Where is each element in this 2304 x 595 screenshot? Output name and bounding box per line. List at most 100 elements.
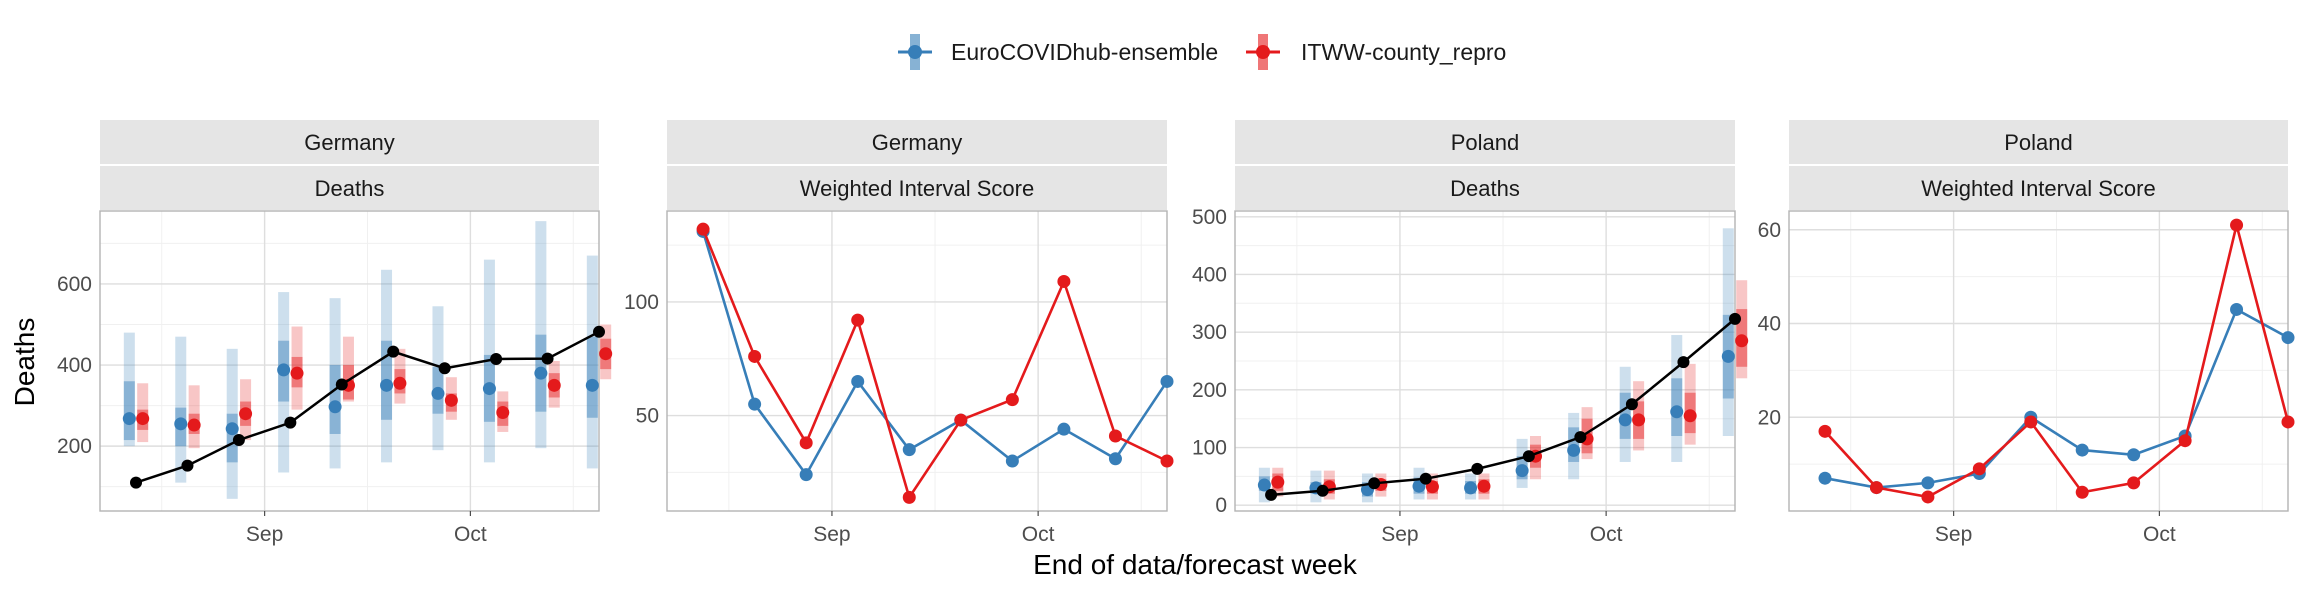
- observed-point: [181, 459, 194, 472]
- panel-germany-wis: Germany Weighted Interval Score 50 100 Sep Oc…: [624, 120, 1174, 546]
- median-point: [225, 422, 239, 436]
- y-tick-label: 20: [1758, 406, 1781, 429]
- y-tick-label: 100: [624, 291, 659, 314]
- observed-point: [490, 352, 503, 365]
- series-point: [1160, 454, 1174, 468]
- series-line: [1824, 307, 2289, 489]
- series-point: [1818, 471, 1832, 485]
- series-point: [748, 349, 762, 363]
- y-tick-label: 100: [1192, 437, 1227, 460]
- series-point: [2127, 448, 2141, 462]
- observed-point: [1677, 356, 1690, 369]
- legend-entry: ITWW-county_repro: [1246, 34, 1506, 70]
- outer-interval-band: [329, 298, 341, 469]
- gridlines: [100, 211, 599, 511]
- series-point: [1160, 374, 1174, 388]
- panel-border: [666, 210, 1168, 512]
- median-point: [174, 417, 188, 431]
- series-point: [1108, 429, 1122, 443]
- median-point: [482, 382, 496, 396]
- series-point: [954, 413, 968, 427]
- series-point: [1005, 393, 1019, 407]
- series-point: [902, 490, 916, 504]
- median-point: [534, 366, 548, 380]
- outer-interval-band: [175, 336, 187, 483]
- median-point: [1632, 413, 1646, 427]
- series-point: [799, 436, 813, 450]
- panel-poland-wis: Poland Weighted Interval Score 20 40 60 Sep Oc…: [1758, 120, 2295, 546]
- observed-point: [1368, 477, 1381, 490]
- facet-label: Deaths: [315, 176, 385, 201]
- series-point: [1972, 462, 1986, 476]
- y-tick-label: 200: [1192, 379, 1227, 402]
- median-point: [1477, 479, 1491, 493]
- series-point: [1057, 274, 1071, 288]
- outer-interval-band: [278, 292, 290, 473]
- inner-interval-band: [123, 381, 135, 441]
- facet-strip: [1789, 120, 2288, 164]
- outer-interval-band: [1722, 228, 1734, 436]
- legend-point-swatch: [908, 45, 922, 59]
- observed-point: [232, 434, 245, 447]
- observed-point: [335, 378, 348, 391]
- median-point: [1464, 481, 1478, 495]
- facet-strip: [1235, 166, 1735, 210]
- observed-line: [135, 330, 600, 484]
- median-point: [380, 378, 394, 392]
- median-point: [122, 412, 136, 426]
- gridlines: [1235, 211, 1735, 511]
- y-tick-label: 300: [1192, 321, 1227, 344]
- y-tick-label: 50: [636, 405, 659, 428]
- series-itww-wis: [1818, 218, 2295, 504]
- median-point: [1271, 475, 1285, 489]
- observed-point: [593, 325, 605, 338]
- facet-label: Weighted Interval Score: [1921, 176, 2155, 201]
- outer-interval-band: [188, 385, 200, 449]
- facet-strip: [667, 166, 1167, 210]
- x-axis-title: End of data/forecast week: [1033, 549, 1358, 580]
- y-tick-label: 40: [1758, 313, 1781, 336]
- series-point: [2281, 415, 2295, 429]
- y-tick-label: 0: [1215, 494, 1227, 517]
- legend-label: EuroCOVIDhub-ensemble: [951, 39, 1218, 65]
- median-point: [496, 405, 510, 419]
- x-tick-label: Oct: [2143, 523, 2176, 546]
- observed-point: [1574, 431, 1587, 444]
- legend: EuroCOVIDhub-ensemble ITWW-county_repro: [898, 34, 1506, 70]
- median-point: [1670, 405, 1684, 419]
- legend-label: ITWW-county_repro: [1301, 39, 1506, 65]
- median-point: [239, 407, 253, 421]
- y-tick-label: 200: [57, 435, 92, 458]
- series-point: [2127, 476, 2141, 490]
- x-tick-label: Oct: [1590, 523, 1623, 546]
- median-point: [328, 400, 342, 414]
- outer-interval-band: [535, 221, 547, 449]
- series-line: [1824, 224, 2290, 499]
- series-point: [1108, 452, 1122, 466]
- inner-interval-band: [586, 336, 598, 418]
- series-point: [1921, 490, 1935, 504]
- series-point: [851, 374, 865, 388]
- outer-interval-band: [1736, 280, 1748, 379]
- outer-interval-band: [123, 332, 135, 447]
- gridlines: [1789, 211, 2288, 511]
- median-point: [393, 376, 407, 390]
- panel-poland-deaths: Poland Deaths 0 100 200 300 400 500 Sep Oct: [1192, 120, 1749, 546]
- series-ensemble-intervals: [122, 221, 599, 499]
- series-point: [696, 222, 710, 236]
- observed-point: [1625, 398, 1638, 411]
- y-tick-label: 400: [57, 354, 92, 377]
- median-point: [1515, 464, 1529, 478]
- facet-label: Poland: [2004, 130, 2073, 155]
- series-point: [1057, 422, 1071, 436]
- y-tick-label: 500: [1192, 206, 1227, 229]
- observed-point: [1729, 312, 1741, 325]
- series-point: [799, 468, 813, 482]
- outer-interval-band: [1516, 438, 1528, 488]
- observed-series: [130, 325, 605, 489]
- inner-interval-band: [329, 365, 341, 434]
- series-point: [2178, 434, 2192, 448]
- panel-border: [99, 210, 600, 512]
- median-point: [290, 366, 304, 380]
